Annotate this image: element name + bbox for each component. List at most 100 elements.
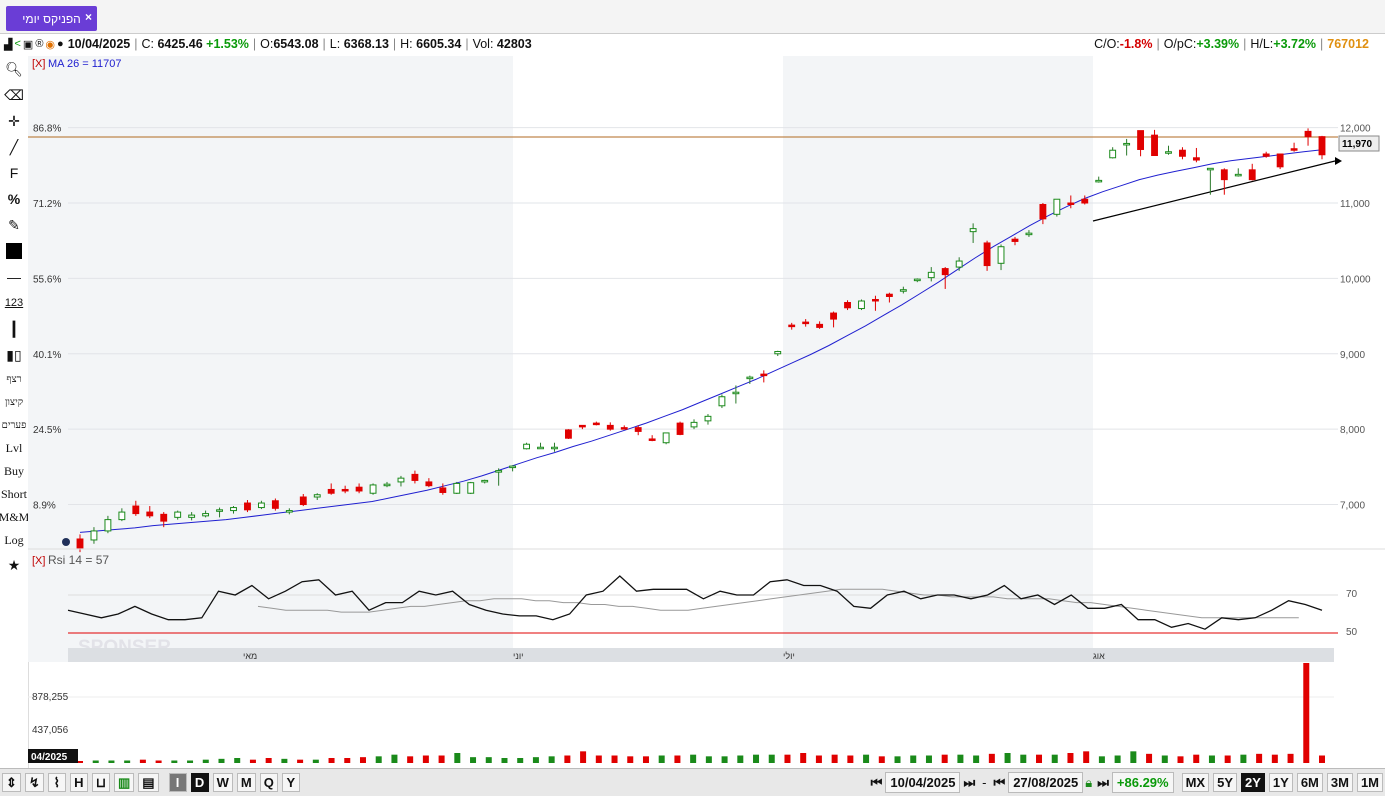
volume-bar <box>580 751 587 763</box>
period-quarter[interactable]: Q <box>259 773 278 792</box>
month-labels: מאי יוני יולי אוג <box>243 651 1105 661</box>
candle-down <box>132 505 140 515</box>
bar-chart-icon[interactable]: ⊔ <box>91 773 110 792</box>
volume-bar <box>1146 753 1153 763</box>
volume-bar <box>878 756 885 763</box>
volume-bar <box>642 756 649 763</box>
candle-down <box>648 438 656 441</box>
save-icon[interactable]: ▤ <box>138 773 159 792</box>
vertical-line-icon[interactable]: ┃ <box>9 320 19 337</box>
range-1m[interactable]: 1M <box>1356 773 1383 792</box>
fibonacci-tool[interactable]: F <box>9 165 19 181</box>
range-6m[interactable]: 6M <box>1296 773 1323 792</box>
volume-bar <box>784 754 791 763</box>
period-year[interactable]: Y <box>281 773 300 792</box>
star-icon[interactable]: ★ <box>7 556 21 573</box>
tool-mm[interactable]: M&M <box>0 510 30 524</box>
ma-legend-x[interactable]: [X] <box>32 58 45 70</box>
range-3m[interactable]: 3M <box>1326 773 1353 792</box>
share-icon[interactable]: < <box>14 37 21 50</box>
info-date: 10/04/2025 <box>67 37 131 51</box>
range-mx[interactable]: MX <box>1181 773 1210 792</box>
volume-bar <box>265 758 272 763</box>
volume-bar <box>281 758 288 763</box>
horizontal-line-icon[interactable]: — <box>7 269 21 285</box>
number-tool[interactable]: 123 <box>4 297 24 309</box>
candle-down <box>271 500 279 509</box>
tool-short[interactable]: Short <box>0 487 27 501</box>
rsi-legend-x[interactable]: [X] <box>32 555 45 567</box>
low-value: 6368.13 <box>343 37 389 51</box>
candle-down <box>606 424 614 430</box>
candle-down <box>439 487 447 493</box>
lock-icon[interactable]: 🔒︎ <box>1085 774 1093 790</box>
eraser-icon[interactable]: ⌫ <box>4 86 24 103</box>
end-date[interactable]: 27/08/2025 <box>1008 772 1084 793</box>
candle-down <box>983 242 991 267</box>
crosshair-icon[interactable]: ✛ <box>8 112 20 129</box>
candle-down <box>1011 238 1019 242</box>
price-chart[interactable]: 12,000 86.8% 11,000 71.2% 10,000 55.6% 9,000 40… <box>28 56 1385 768</box>
candle-down <box>816 323 824 328</box>
candle-up <box>481 479 489 483</box>
drawing-toolbar: 🔍︎ ⌫ ✛ ╱ F % ✎ — 123 ┃ ▮▯ רצף קיצון פערי… <box>0 56 29 768</box>
candle-down <box>1276 153 1284 168</box>
month-label: יוני <box>513 651 524 661</box>
candle-type-icon[interactable]: ▮▯ <box>6 346 22 363</box>
info-bar: ▟ < ▣ ® ◉ ● 10/04/2025 | C: 6425.46 +1.5… <box>0 34 1385 54</box>
candle-down <box>411 473 419 481</box>
candle-up <box>383 483 391 487</box>
color-swatch[interactable] <box>0 238 28 264</box>
tool-extreme[interactable]: קיצון <box>4 397 24 408</box>
period-intraday[interactable]: I <box>168 773 187 792</box>
candle-up <box>899 289 907 292</box>
first-icon[interactable]: ⏮ <box>870 774 883 790</box>
volume-bar <box>155 760 162 763</box>
tool-log[interactable]: Log <box>4 533 24 547</box>
candle-up <box>537 446 544 450</box>
doc-icon[interactable]: ▣ <box>22 38 34 51</box>
price-tick: 9,000 <box>1340 350 1365 361</box>
tool-sequence[interactable]: רצף <box>6 374 22 385</box>
chart-icon[interactable]: ▟ <box>4 38 13 51</box>
range-2y[interactable]: 2Y <box>1241 773 1265 792</box>
last-icon-2[interactable]: ⏭ <box>1097 774 1109 790</box>
performance: +86.29% <box>1111 772 1174 793</box>
candle-up <box>453 482 461 494</box>
volume-bar <box>202 759 209 763</box>
candle-down <box>564 429 572 439</box>
line-tool-icon[interactable]: ╱ <box>9 138 19 155</box>
last-icon[interactable]: ⏭ <box>963 774 976 790</box>
circle-icon[interactable]: ◉ <box>45 38 56 51</box>
percent-tick: 40.1% <box>33 350 61 361</box>
search-icon[interactable]: 🔍︎ <box>5 60 23 77</box>
period-week[interactable]: W <box>212 773 233 792</box>
pencil-icon[interactable]: ✎ <box>8 216 20 233</box>
tool-buy[interactable]: Buy <box>3 464 24 478</box>
volume-bar <box>831 754 838 763</box>
area-chart-icon[interactable]: ⌇ <box>47 773 66 792</box>
percent-tool[interactable]: % <box>7 191 21 207</box>
first-icon-2[interactable]: ⏮ <box>993 774 1006 790</box>
volume-bar <box>422 755 429 763</box>
range-5y[interactable]: 5Y <box>1213 773 1237 792</box>
close-icon[interactable]: × <box>84 10 92 24</box>
tool-lvl[interactable]: Lvl <box>5 441 23 455</box>
line-chart-icon[interactable]: ↯ <box>24 773 44 792</box>
comment-icon[interactable]: ● <box>57 37 64 50</box>
period-month[interactable]: M <box>236 773 256 792</box>
volume-date: 04/2025 <box>31 752 68 763</box>
volume-bar <box>548 756 555 763</box>
tool-gaps[interactable]: פערים <box>1 420 27 431</box>
cursor-tool-icon[interactable]: ⇕ <box>2 773 21 792</box>
registered-icon[interactable]: ® <box>35 37 44 50</box>
candle-up <box>1165 151 1172 154</box>
start-date[interactable]: 10/04/2025 <box>885 772 961 793</box>
candle-chart-icon[interactable]: ▥ <box>113 773 135 792</box>
volume-bar <box>485 757 492 763</box>
hl-chart-icon[interactable]: H <box>69 773 88 792</box>
period-day[interactable]: D <box>190 773 209 792</box>
volume-bar <box>988 753 995 763</box>
range-1y[interactable]: 1Y <box>1268 773 1293 792</box>
tab-phoenix-daily[interactable]: הפניקס יומי × <box>6 6 97 31</box>
